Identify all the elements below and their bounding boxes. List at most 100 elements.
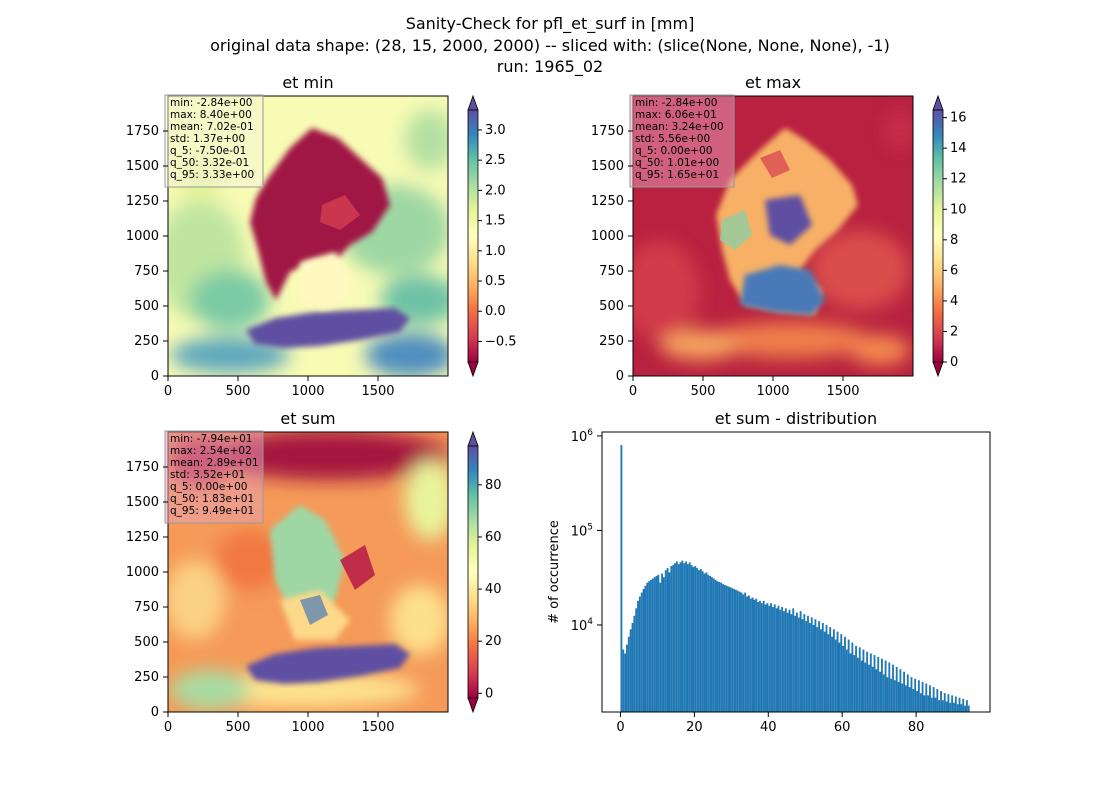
histogram-bar bbox=[945, 701, 948, 712]
colorbar-tick-label: 12 bbox=[950, 172, 967, 187]
histogram-bar bbox=[781, 606, 784, 712]
colorbar-tick-label: 14 bbox=[950, 141, 967, 156]
y-tick-label: 500 bbox=[134, 635, 159, 650]
histogram-bar bbox=[932, 687, 935, 712]
x-axis: 0 20 40 60 80 bbox=[616, 712, 924, 735]
histogram-bar bbox=[836, 631, 839, 712]
histogram-bar bbox=[705, 572, 708, 712]
histogram-bar bbox=[917, 680, 920, 712]
histogram-bar bbox=[674, 563, 676, 712]
histogram-bar bbox=[919, 693, 922, 712]
histogram-bar bbox=[624, 653, 627, 712]
stat-line: q_95: 9.49e+01 bbox=[170, 505, 254, 517]
histogram-bar bbox=[753, 599, 756, 712]
histogram-bar bbox=[692, 567, 695, 712]
histogram-bar bbox=[888, 662, 891, 712]
x-axis: 0 500 1000 1500 bbox=[164, 712, 395, 735]
stat-line: mean: 3.24e+00 bbox=[635, 121, 724, 133]
histogram-bar bbox=[803, 614, 806, 712]
x-tick-label: 40 bbox=[760, 720, 777, 735]
y-tick-label: 1000 bbox=[126, 565, 159, 580]
y-tick-label: 104 bbox=[571, 617, 594, 634]
histogram-bar bbox=[805, 621, 808, 712]
histogram-bar bbox=[810, 617, 813, 712]
panel-et-max: et max min: -2.84e+00 max: 6.06e+01 mean… bbox=[591, 73, 967, 399]
y-tick-label: 1250 bbox=[591, 194, 624, 209]
histogram-bar bbox=[742, 594, 745, 712]
histogram-bar bbox=[729, 587, 732, 712]
histogram-bar bbox=[951, 695, 954, 712]
histogram-bar bbox=[746, 596, 748, 712]
histogram-bar bbox=[681, 560, 684, 712]
histogram-bar bbox=[890, 678, 893, 712]
stat-line: max: 6.06e+01 bbox=[635, 109, 717, 121]
histogram-bar bbox=[796, 612, 798, 712]
stats-box: min: -2.84e+00 max: 6.06e+01 mean: 3.24e… bbox=[629, 94, 735, 188]
histogram-bar bbox=[751, 597, 754, 712]
panel-title: et sum - distribution bbox=[715, 409, 877, 428]
histogram-bar bbox=[699, 569, 702, 712]
histogram-bar bbox=[930, 697, 933, 712]
y-tick-label: 1000 bbox=[591, 229, 624, 244]
x-tick-label: 1000 bbox=[291, 720, 324, 735]
histogram-bar bbox=[827, 634, 830, 712]
histogram-bar bbox=[723, 584, 726, 712]
histogram-bar bbox=[869, 653, 872, 712]
histogram-bar bbox=[688, 562, 691, 712]
histogram-bar bbox=[664, 570, 667, 712]
histogram-bar bbox=[949, 702, 952, 712]
histogram-bar bbox=[908, 687, 911, 712]
histogram-bar bbox=[666, 568, 669, 712]
histogram-bar bbox=[716, 581, 719, 712]
stats-box: min: -2.84e+00 max: 8.40e+00 mean: 7.02e… bbox=[164, 94, 264, 188]
y-axis-label: # of occurrence bbox=[547, 520, 562, 624]
histogram-bar bbox=[853, 655, 856, 712]
histogram-bar bbox=[653, 577, 656, 712]
histogram-bar bbox=[858, 647, 861, 712]
stat-line: q_5: 0.00e+00 bbox=[635, 145, 712, 157]
colorbar-tick-label: 60 bbox=[485, 530, 502, 545]
histogram-bar bbox=[677, 564, 680, 712]
title-line-3: run: 1965_02 bbox=[497, 57, 603, 77]
y-axis: 0 250 500 750 1000 1250 1500 1750 bbox=[591, 124, 633, 384]
histogram-bar bbox=[646, 582, 649, 712]
histogram-bar bbox=[790, 614, 793, 712]
stat-line: q_5: 0.00e+00 bbox=[170, 481, 247, 493]
histogram-bar bbox=[759, 600, 761, 712]
colorbar-tick-label: 0.0 bbox=[485, 304, 506, 319]
histogram-bar bbox=[707, 574, 710, 712]
x-tick-label: 0 bbox=[164, 720, 172, 735]
stat-line: min: -7.94e+01 bbox=[170, 433, 252, 445]
histogram-bar bbox=[807, 615, 809, 712]
figure-title: Sanity-Check for pfl_et_surf in [mm] ori… bbox=[210, 14, 890, 77]
colorbar: −0.5 0.0 0.5 1.0 1.5 2.0 2.5 3.0 bbox=[467, 94, 517, 378]
y-tick-label: 1000 bbox=[126, 229, 159, 244]
histogram-bar bbox=[965, 700, 968, 712]
histogram-bar bbox=[927, 695, 930, 712]
colorbar-tick-label: 0 bbox=[485, 686, 493, 701]
histogram-bar bbox=[792, 608, 795, 712]
histogram-bar bbox=[818, 621, 821, 712]
stat-line: q_95: 1.65e+01 bbox=[635, 169, 719, 181]
histogram-bar bbox=[799, 611, 802, 712]
histogram-bar bbox=[892, 664, 894, 712]
y-tick-label: 500 bbox=[134, 299, 159, 314]
stat-line: q_50: 1.01e+00 bbox=[635, 157, 719, 169]
histogram-bar bbox=[627, 636, 630, 712]
histogram-bar bbox=[940, 691, 942, 712]
x-tick-label: 1000 bbox=[756, 384, 789, 399]
histogram-bar bbox=[845, 649, 848, 712]
histogram-bar bbox=[899, 669, 902, 712]
histogram-bar bbox=[626, 644, 628, 712]
histogram-bar bbox=[884, 660, 887, 712]
x-tick-label: 60 bbox=[834, 720, 851, 735]
histogram-bar bbox=[964, 705, 966, 712]
histogram-bar bbox=[943, 693, 946, 712]
histogram-bar bbox=[722, 584, 724, 712]
histogram-bar bbox=[679, 562, 682, 712]
colorbar-tick-label: 40 bbox=[485, 582, 502, 597]
y-axis: 0 250 500 750 1000 1250 1500 1750 bbox=[126, 460, 168, 720]
stat-line: min: -2.84e+00 bbox=[170, 97, 252, 109]
histogram-bars bbox=[620, 445, 970, 712]
colorbar-tick-label: 1.0 bbox=[485, 244, 506, 259]
